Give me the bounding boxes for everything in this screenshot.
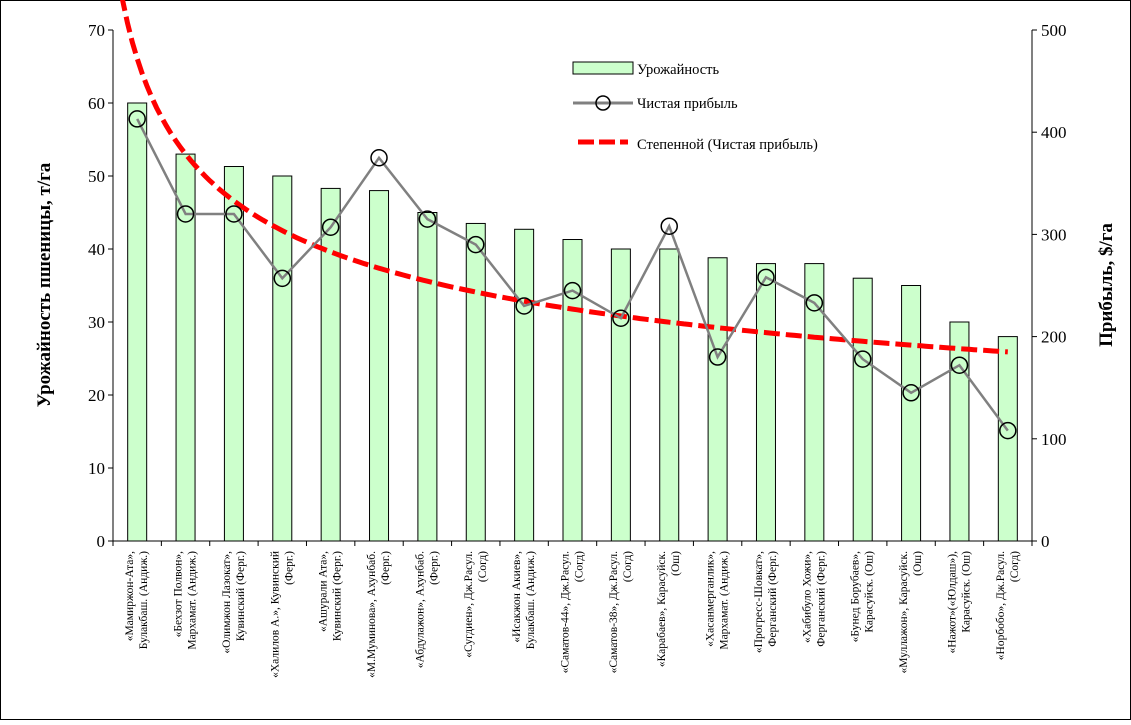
trend-layer xyxy=(120,0,1008,355)
bar xyxy=(659,248,680,542)
profit-point xyxy=(418,210,437,228)
bar xyxy=(514,228,535,542)
category-labels: «Мамиржон-Ата», Булакбаш. (Андиж.) «Бехзот… xyxy=(124,551,1021,678)
bar xyxy=(465,222,486,542)
category-label: «М.Муминова», Ахунбаб. (Ферг.) xyxy=(366,551,392,678)
profit-point xyxy=(708,348,727,366)
profit-point xyxy=(902,384,920,402)
profit-line-layer xyxy=(128,110,1017,440)
profit-point xyxy=(515,297,533,315)
category-label: «Исакжон Акиев», Булакбаш. (Андиж.) xyxy=(511,551,537,649)
y-tick-label: 20 xyxy=(88,386,105,405)
y-tick-label: 50 xyxy=(88,167,105,186)
bar xyxy=(127,102,148,542)
category-label: «Муллажон», Карасуйск. (Ош) xyxy=(898,551,924,674)
bar xyxy=(320,187,341,542)
category-label: «Хасанмерганлик», Мархамат. (Андиж.) xyxy=(705,551,731,650)
axes-layer: 0 10 20 30 40 50 60 70 0 100 200 300 400 500 xyxy=(88,21,1067,551)
y-tick-label: 10 xyxy=(88,459,105,478)
category-label: «Саматов-38», Дж.Расул. (Согд) xyxy=(608,551,634,674)
y2-tick-label: 0 xyxy=(1041,532,1050,551)
category-label: «Норбобо», Дж.Расул. (Согд) xyxy=(995,551,1021,660)
profit-point xyxy=(757,268,775,287)
legend: Урожайность Чистая прибыль Степенной (Чи… xyxy=(572,61,818,153)
profit-point xyxy=(321,218,340,236)
y-tick-label: 30 xyxy=(88,313,105,332)
bar xyxy=(369,190,390,542)
y-tick-label: 70 xyxy=(88,21,105,40)
profit-point xyxy=(950,356,969,374)
category-label: «Олимжон Лазокат», Кувинский (Ферг.) xyxy=(221,551,247,654)
profit-point xyxy=(563,281,582,300)
y-tick-label: 0 xyxy=(97,532,106,551)
bar xyxy=(755,263,776,542)
y-tick-label: 40 xyxy=(88,240,105,259)
category-label: «Мамиржон-Ата», Булакбаш. (Андиж.) xyxy=(124,551,150,649)
legend-bar-label: Урожайность xyxy=(637,62,719,78)
category-label: «Халилов А.», Кувинский (Ферг.) xyxy=(269,551,295,678)
y2-tick-label: 200 xyxy=(1041,328,1067,347)
y-axis-title: Урожайность пшеницы, т/га xyxy=(34,162,55,407)
profit-point xyxy=(128,110,146,128)
bar xyxy=(852,277,873,542)
legend-line-marker xyxy=(595,95,611,111)
profit-point xyxy=(370,149,388,167)
legend-line-label: Чистая прибыль xyxy=(637,96,738,112)
bar xyxy=(417,212,438,542)
y2-axis-title: Прибыль, $/га xyxy=(1096,223,1117,347)
bar xyxy=(804,263,825,542)
profit-point xyxy=(225,205,243,223)
trendline xyxy=(120,0,1008,355)
bar xyxy=(707,257,728,542)
profit-line xyxy=(136,118,1009,432)
category-label: «Прогресс-Шовкат», Ферганский (Ферг.) xyxy=(753,551,779,653)
legend-trend-label: Степенной (Чистая прибыль) xyxy=(637,137,818,153)
y2-tick-label: 400 xyxy=(1041,123,1067,142)
profit-point xyxy=(273,269,292,288)
y2-tick-label: 100 xyxy=(1041,430,1067,449)
profit-point xyxy=(999,421,1017,440)
category-label: «Хабибуло Хожи», Ферганский (Ферг.) xyxy=(801,551,827,647)
profit-point xyxy=(660,217,678,235)
category-label: «Саматов-44», Дж.Расул. (Согд) xyxy=(560,551,586,674)
category-label: «Бунед Борубаев», Карасуйск. (Ош) xyxy=(850,551,876,642)
category-label: «Ашурали Ата», Кувинский (Ферг.) xyxy=(318,551,344,641)
category-label: «Абдулажон», Ахунбаб. (Ферг.) xyxy=(414,551,440,668)
profit-point xyxy=(467,235,485,254)
bar xyxy=(610,248,631,542)
y2-tick-label: 300 xyxy=(1041,225,1067,244)
profit-point xyxy=(805,294,824,312)
category-label: «Карабаев», Карасуйск. (Ош) xyxy=(656,551,682,667)
profit-point xyxy=(853,350,872,368)
legend-bar-swatch xyxy=(572,61,634,75)
category-label: «Бехзот Полвон», Мархамат. (Андиж.) xyxy=(173,551,199,650)
bar xyxy=(562,239,583,542)
y2-tick-label: 500 xyxy=(1041,21,1067,40)
y-tick-label: 60 xyxy=(88,94,105,113)
profit-point xyxy=(612,309,630,327)
profit-point xyxy=(176,205,195,223)
category-label: «Сугдиен», Дж.Расул. (Согд) xyxy=(463,551,489,658)
category-label: «Нажот»(«Юлдаш»), Карасуйск. (Ош) xyxy=(946,551,972,654)
bar xyxy=(949,321,970,542)
bar xyxy=(901,285,922,542)
